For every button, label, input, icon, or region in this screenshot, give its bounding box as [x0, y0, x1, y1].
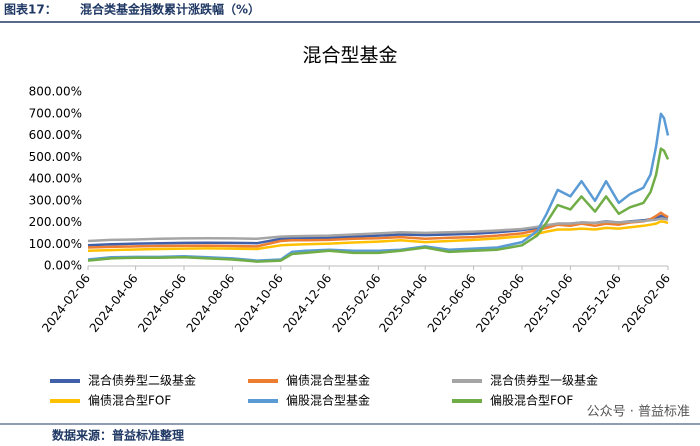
watermark: 公众号 · 普益标准 — [587, 405, 690, 420]
legend-label: 偏债混合型FOF — [88, 393, 171, 408]
x-tick-label: 2025-04-06 — [376, 271, 430, 335]
x-tick-label: 2026-02-06 — [619, 271, 673, 335]
figure-label: 图表17： — [4, 2, 57, 17]
x-tick-label: 2024-12-06 — [280, 271, 334, 335]
y-tick-label: 200.00% — [29, 215, 82, 229]
x-tick-label: 2025-10-06 — [522, 271, 576, 335]
y-tick-label: 0.00% — [44, 259, 82, 273]
x-tick-label: 2024-10-06 — [232, 271, 286, 335]
y-tick-label: 400.00% — [29, 172, 82, 186]
x-tick-label: 2025-02-06 — [330, 271, 384, 335]
series-line — [87, 217, 669, 243]
legend-label: 偏股混合型基金 — [286, 393, 370, 408]
y-tick-label: 500.00% — [29, 150, 82, 164]
x-tick-label: 2024-04-06 — [87, 271, 141, 335]
series-line — [87, 220, 669, 253]
y-tick-label: 700.00% — [29, 106, 82, 120]
figure-title: 混合类基金指数累计涨跌幅（%） — [80, 2, 260, 17]
x-tick-label: 2024-02-06 — [39, 271, 93, 335]
legend-label: 混合债券型一级基金 — [490, 373, 598, 388]
source: 数据来源：普益标准整理 — [52, 428, 184, 443]
y-tick-label: 100.00% — [29, 237, 82, 251]
y-tick-label: 800.00% — [29, 85, 82, 99]
y-tick-label: 300.00% — [29, 193, 82, 207]
legend-label: 混合债券型二级基金 — [88, 373, 196, 388]
y-tick-label: 600.00% — [29, 128, 82, 142]
x-tick-label: 2025-08-06 — [473, 271, 527, 335]
x-tick-label: 2024-06-06 — [135, 271, 189, 335]
legend-label: 偏债混合型基金 — [286, 373, 370, 388]
series-line — [87, 147, 670, 263]
x-tick-label: 2024-08-06 — [184, 271, 238, 335]
legend-label: 偏股混合型FOF — [490, 393, 573, 408]
chart-title: 混合型基金 — [302, 45, 397, 67]
x-tick-label: 2025-12-06 — [570, 271, 624, 335]
x-tick-label: 2025-06-06 — [425, 271, 479, 335]
